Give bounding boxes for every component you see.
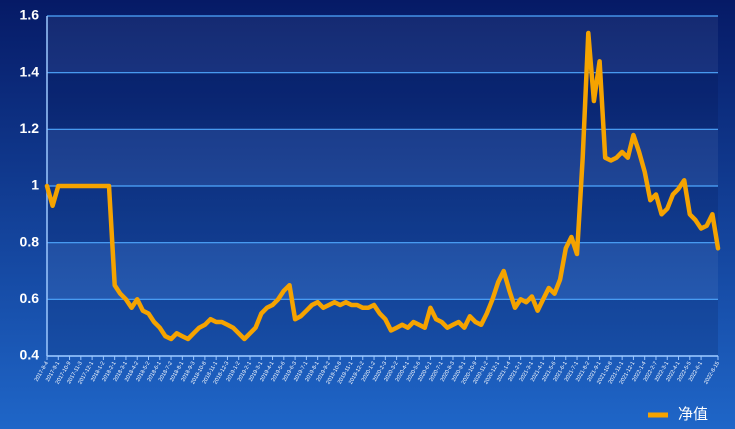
y-tick-label: 0.6 (20, 290, 40, 306)
plot-bands (47, 16, 718, 356)
y-tick-label: 0.4 (20, 347, 40, 363)
data-line (44, 30, 721, 342)
plot-band (47, 299, 718, 356)
y-tick-label: 0.8 (20, 233, 40, 249)
y-tick-label: 1.6 (20, 7, 40, 23)
plot-band (47, 186, 718, 243)
plot-band (47, 72, 718, 130)
y-tick-label: 1.2 (20, 120, 40, 136)
plot-band (47, 242, 718, 300)
legend-label: 净值 (678, 406, 708, 423)
y-tick-label: 1 (31, 177, 39, 193)
plot-band (47, 16, 718, 73)
y-tick-label: 1.4 (20, 63, 40, 79)
